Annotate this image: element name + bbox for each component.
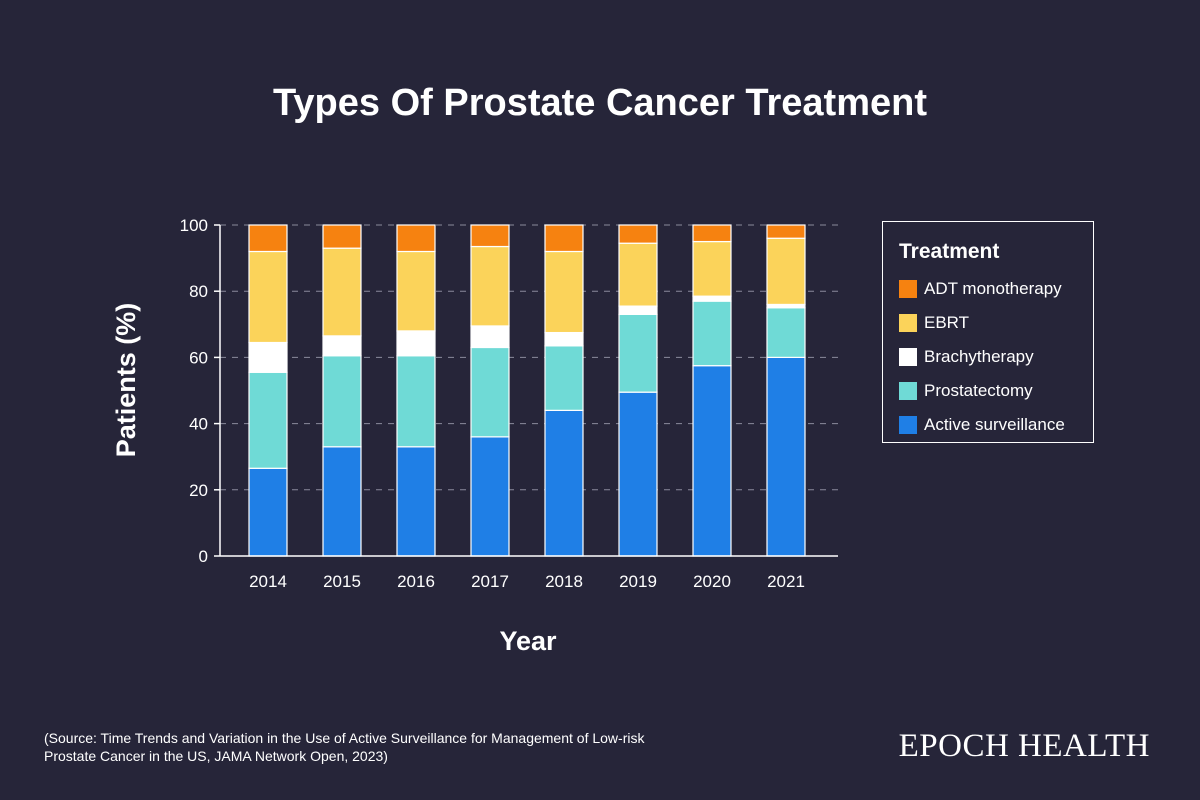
y-tick-label: 80 <box>189 282 208 301</box>
chart-title: Types Of Prostate Cancer Treatment <box>273 82 927 124</box>
bar-segment-ebrt-2015 <box>322 247 362 337</box>
source-citation: (Source: Time Trends and Variation in th… <box>44 730 645 764</box>
legend-label: Active surveillance <box>924 415 1065 434</box>
bar-segment-brachytherapy-2014 <box>248 341 288 373</box>
legend-item-active-surveillance: Active surveillance <box>899 408 1077 442</box>
bar-segment-brachytherapy-2015 <box>322 335 362 357</box>
bar-segment-brachytherapy-2016 <box>396 330 436 357</box>
y-tick-label: 60 <box>189 348 208 367</box>
legend-label: ADT monotherapy <box>924 279 1062 298</box>
bar-segment-active-surveillance-2020 <box>692 365 732 557</box>
bar-segment-brachytherapy-2019 <box>618 305 658 315</box>
bar-segment-prostatectomy-2015 <box>322 355 362 448</box>
legend-label: EBRT <box>924 313 970 332</box>
bar-segment-prostatectomy-2016 <box>396 355 436 448</box>
legend-swatch <box>899 348 917 366</box>
x-axis-label: Year <box>499 626 557 656</box>
bar-segment-adt-monotherapy-2021 <box>766 224 806 239</box>
bar-segment-adt-monotherapy-2014 <box>248 224 288 253</box>
bar-segment-active-surveillance-2016 <box>396 446 436 557</box>
legend-title: Treatment <box>899 240 1000 263</box>
legend-label: Prostatectomy <box>924 381 1033 400</box>
y-tick-label: 20 <box>189 481 208 500</box>
bar-segment-adt-monotherapy-2016 <box>396 224 436 253</box>
bar-segment-ebrt-2018 <box>544 250 584 334</box>
legend-item-adt-monotherapy: ADT monotherapy <box>899 272 1077 306</box>
bar-segment-brachytherapy-2018 <box>544 331 584 347</box>
legend-swatch <box>899 382 917 400</box>
legend-items: ADT monotherapy EBRT Brachytherapy Prostate… <box>899 272 1077 442</box>
bars <box>248 224 806 557</box>
legend-item-brachytherapy: Brachytherapy <box>899 340 1077 374</box>
bar-segment-active-surveillance-2017 <box>470 436 510 557</box>
brand-logo: EPOCH HEALTH <box>898 728 1150 764</box>
bar-segment-active-surveillance-2021 <box>766 356 806 557</box>
x-tick-label: 2021 <box>767 572 805 591</box>
bar-segment-prostatectomy-2017 <box>470 346 510 438</box>
legend-swatch <box>899 416 917 434</box>
bar-segment-prostatectomy-2019 <box>618 313 658 393</box>
bar-segment-adt-monotherapy-2017 <box>470 224 510 248</box>
x-tick-label: 2018 <box>545 572 583 591</box>
bar-segment-prostatectomy-2021 <box>766 307 806 359</box>
y-tick-label: 100 <box>180 216 208 235</box>
bar-segment-brachytherapy-2020 <box>692 295 732 302</box>
y-axis-label: Patients (%) <box>111 303 141 458</box>
bar-segment-active-surveillance-2014 <box>248 467 288 557</box>
x-tick-label: 2017 <box>471 572 509 591</box>
x-tick-label: 2014 <box>249 572 287 591</box>
bar-segment-active-surveillance-2015 <box>322 446 362 557</box>
bar-segment-prostatectomy-2014 <box>248 371 288 469</box>
y-tick-label: 0 <box>199 547 208 566</box>
legend-label: Brachytherapy <box>924 347 1034 366</box>
bar-segment-adt-monotherapy-2018 <box>544 224 584 253</box>
bar-segment-adt-monotherapy-2020 <box>692 224 732 243</box>
bar-segment-ebrt-2017 <box>470 245 510 327</box>
axes: 0 20 40 60 80 100 2014 2015 2016 2017 2018 2019 2020… <box>180 216 838 591</box>
x-tick-label: 2019 <box>619 572 657 591</box>
legend-item-ebrt: EBRT <box>899 306 1077 340</box>
legend-item-prostatectomy: Prostatectomy <box>899 374 1077 408</box>
legend: Treatment ADT monotherapy EBRT Brachythera… <box>882 221 1094 443</box>
legend-swatch <box>899 280 917 298</box>
bar-segment-ebrt-2020 <box>692 240 732 297</box>
bar-segment-ebrt-2014 <box>248 250 288 344</box>
bar-segment-ebrt-2019 <box>618 242 658 307</box>
gridlines <box>220 224 838 491</box>
legend-swatch <box>899 314 917 332</box>
bar-segment-ebrt-2021 <box>766 237 806 306</box>
bar-segment-active-surveillance-2018 <box>544 409 584 557</box>
x-tick-label: 2016 <box>397 572 435 591</box>
x-tick-label: 2020 <box>693 572 731 591</box>
bar-segment-brachytherapy-2017 <box>470 325 510 349</box>
y-tick-label: 40 <box>189 415 208 434</box>
bar-segment-adt-monotherapy-2019 <box>618 224 658 244</box>
bar-segment-prostatectomy-2020 <box>692 300 732 367</box>
bar-segment-adt-monotherapy-2015 <box>322 224 362 249</box>
bar-segment-prostatectomy-2018 <box>544 345 584 411</box>
x-tick-label: 2015 <box>323 572 361 591</box>
bar-segment-ebrt-2016 <box>396 250 436 332</box>
bar-segment-active-surveillance-2019 <box>618 391 658 557</box>
